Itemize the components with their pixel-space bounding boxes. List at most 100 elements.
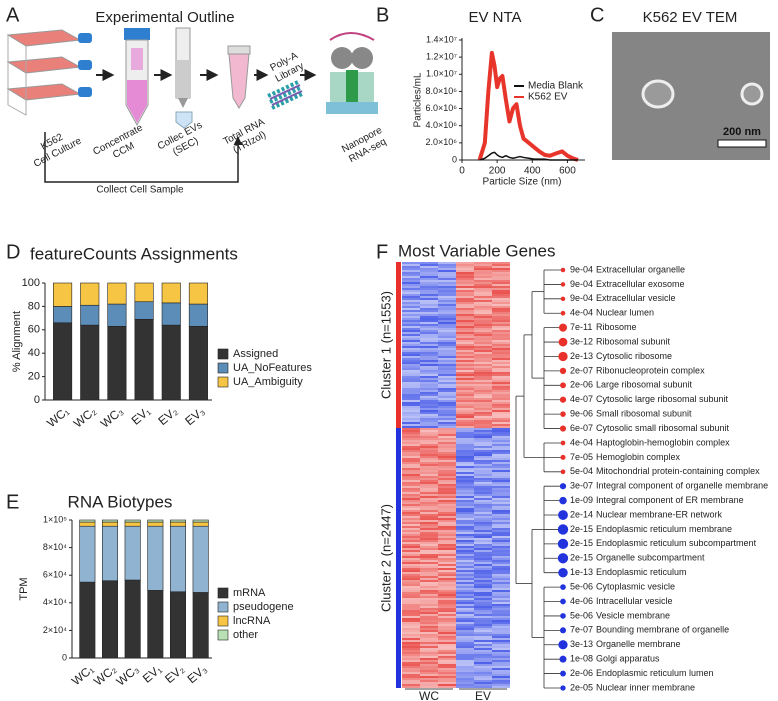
heatmap-cell (456, 288, 474, 290)
heatmap-cell (402, 672, 420, 674)
heatmap-cell (492, 600, 510, 602)
heatmap-cell (474, 294, 492, 296)
heatmap-cell (438, 656, 456, 658)
heatmap-cell (474, 618, 492, 620)
heatmap-cell (438, 534, 456, 536)
heatmap-cell (402, 624, 420, 626)
bar-segment (80, 304, 100, 326)
heatmap-cell (402, 334, 420, 336)
heatmap-cell (456, 682, 474, 684)
heatmap-cell (474, 660, 492, 662)
heatmap-cell (438, 666, 456, 668)
heatmap-cell (438, 338, 456, 340)
heatmap-cell (474, 554, 492, 556)
heatmap-cell (456, 422, 474, 424)
heatmap-cell (420, 574, 438, 576)
heatmap-cell (474, 440, 492, 442)
heatmap-cell (402, 462, 420, 464)
heatmap-cell (492, 468, 510, 470)
heatmap-cell (492, 332, 510, 334)
heatmap-cell (438, 504, 456, 506)
heatmap-cell (474, 376, 492, 378)
heatmap-cell (474, 622, 492, 624)
heatmap-cell (492, 564, 510, 566)
term-name: Extracellular organelle (596, 264, 685, 274)
heatmap-cell (474, 342, 492, 344)
heatmap-cell (438, 514, 456, 516)
heatmap-cell (420, 462, 438, 464)
heatmap-cell (402, 648, 420, 650)
heatmap-cell (456, 386, 474, 388)
heatmap-cell (402, 636, 420, 638)
heatmap-cell (402, 632, 420, 634)
heatmap-cell (474, 428, 492, 430)
heatmap-cell (420, 482, 438, 484)
heatmap-cell (438, 376, 456, 378)
heatmap-cell (438, 460, 456, 462)
heatmap-cell (402, 682, 420, 684)
heatmap-cell (402, 358, 420, 360)
term-name: Hemoglobin complex (596, 452, 681, 462)
heatmap-cell (492, 456, 510, 458)
heatmap-cell (456, 624, 474, 626)
heatmap-cell (420, 464, 438, 466)
heatmap-cell (456, 266, 474, 268)
heatmap-cell (420, 396, 438, 398)
heatmap-cell (456, 664, 474, 666)
heatmap-cell (438, 276, 456, 278)
heatmap-cell (492, 426, 510, 428)
heatmap-cell (402, 594, 420, 596)
y-tick-label: 20 (28, 371, 40, 383)
heatmap-cell (474, 352, 492, 354)
heatmap-cell (474, 586, 492, 588)
bar-segment (169, 591, 187, 659)
column-label: EV (475, 689, 491, 701)
heatmap-cell (402, 574, 420, 576)
heatmap-cell (402, 468, 420, 470)
heatmap-cell (420, 526, 438, 528)
heatmap-cell (438, 306, 456, 308)
heatmap-cell (474, 392, 492, 394)
heatmap-cell (492, 500, 510, 502)
axis-label: % Alignment (11, 311, 23, 372)
term-dot (560, 382, 566, 389)
heatmap-cell (420, 588, 438, 590)
term-p: 7e-05 (570, 452, 593, 462)
heatmap-cell (474, 638, 492, 640)
heatmap-cell (420, 524, 438, 526)
heatmap-cell (474, 322, 492, 324)
term-p: 7e-07 (570, 625, 593, 635)
bar-segment (147, 590, 164, 659)
heatmap-cell (420, 616, 438, 618)
heatmap-cell (456, 424, 474, 426)
heatmap-cell (492, 602, 510, 604)
heatmap-cell (456, 330, 474, 332)
heatmap-cell (474, 634, 492, 636)
heatmap-cell (402, 482, 420, 484)
heatmap-cell (492, 430, 510, 432)
heatmap-cell (402, 302, 420, 304)
heatmap-cell (402, 346, 420, 348)
heatmap-cell (474, 630, 492, 632)
heatmap-cell (456, 372, 474, 374)
heatmap-cell (420, 472, 438, 474)
heatmap-cell (420, 654, 438, 656)
heatmap-cell (420, 650, 438, 652)
heatmap-cell (402, 336, 420, 338)
heatmap-cell (420, 562, 438, 564)
heatmap-cell (402, 492, 420, 494)
heatmap-cell (438, 390, 456, 392)
heatmap-cell (438, 274, 456, 276)
heatmap-cell (402, 686, 420, 688)
heatmap-cell (420, 312, 438, 314)
heatmap-cell (438, 382, 456, 384)
heatmap-cell (438, 674, 456, 676)
heatmap-cell (402, 342, 420, 344)
heatmap-cell (420, 612, 438, 614)
axis-label: TPM (18, 577, 30, 600)
heatmap-cell (438, 538, 456, 540)
heatmap-cell (474, 644, 492, 646)
heatmap-cell (402, 350, 420, 352)
legend-swatch (217, 362, 229, 374)
heatmap-cell (456, 622, 474, 624)
